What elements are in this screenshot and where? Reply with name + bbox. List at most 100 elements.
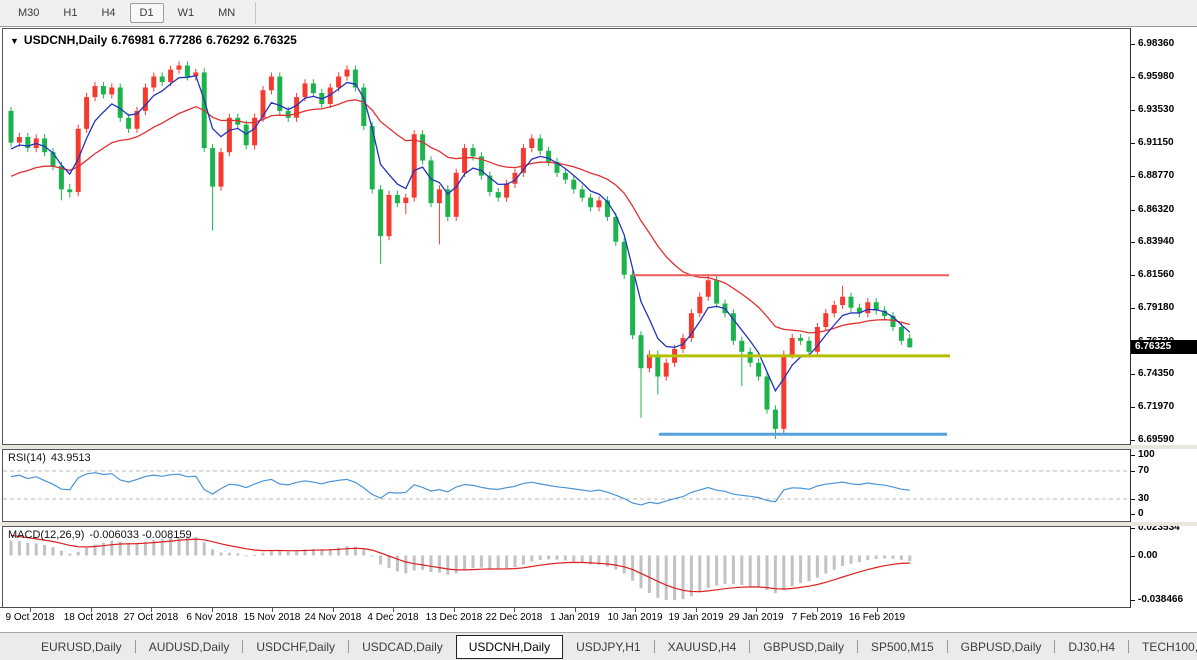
tab-separator — [1054, 640, 1056, 653]
axis-tick — [1131, 407, 1135, 408]
axis-tick — [1131, 455, 1135, 456]
chart-tab-usdjpy[interactable]: USDJPY,H1 — [576, 639, 641, 654]
axis-tick — [1131, 110, 1135, 111]
date-tick-mark — [151, 608, 152, 612]
rsi-tick-label: 100 — [1138, 449, 1155, 460]
chart-tab-usdcad[interactable]: USDCAD,Daily — [362, 639, 443, 654]
rsi-tick-label: 30 — [1138, 493, 1150, 504]
rsi-tick-label: 70 — [1138, 465, 1150, 476]
chart-tab-xauusd[interactable]: XAUUSD,H4 — [667, 639, 737, 654]
chart-tab-tech100[interactable]: TECH100,H1 — [1142, 639, 1197, 654]
timeframe-button-h1[interactable]: H1 — [63, 7, 78, 19]
timeframe-button-mn[interactable]: MN — [218, 7, 236, 19]
date-label: 27 Oct 2018 — [123, 612, 179, 623]
rsi-canvas[interactable] — [3, 450, 1129, 521]
window-splitter-rsi[interactable] — [0, 445, 1197, 449]
axis-tick — [1131, 514, 1135, 515]
tab-separator — [242, 640, 244, 653]
price-tick-label: 6.71970 — [1138, 401, 1175, 412]
rsi-value: 43.9513 — [50, 452, 91, 464]
window-splitter-macd[interactable] — [0, 522, 1197, 526]
timeframe-button-d1[interactable]: D1 — [129, 3, 164, 23]
axis-tick — [1131, 275, 1135, 276]
macd-tick-label: 0.023534 — [1138, 522, 1180, 533]
quote-low: 6.76292 — [206, 33, 250, 47]
date-label: 4 Dec 2018 — [367, 612, 419, 623]
timeframe-toolbar: M30 H1 H4 D1 W1 MN — [0, 0, 1197, 27]
toolbar-separator — [255, 2, 257, 24]
date-tick-mark — [756, 608, 757, 612]
chart-tab-usdcnh-active[interactable]: USDCNH,Daily — [455, 634, 564, 659]
axis-tick — [1131, 499, 1135, 500]
date-tick-mark — [575, 608, 576, 612]
chart-tab-audusd[interactable]: AUDUSD,Daily — [148, 639, 230, 654]
macd-canvas[interactable] — [3, 527, 1129, 607]
axis-tick — [1131, 210, 1135, 211]
quote-close: 6.76325 — [253, 33, 297, 47]
quote-high: 6.77286 — [158, 33, 203, 47]
date-label: 16 Feb 2019 — [848, 612, 906, 623]
price-tick-label: 6.91150 — [1138, 137, 1174, 148]
symbol-dropdown-icon[interactable]: ▼ — [10, 36, 19, 46]
date-label: 29 Jan 2019 — [728, 612, 784, 623]
tab-separator — [653, 640, 655, 653]
tab-separator — [749, 640, 751, 653]
price-tick-label: 6.98360 — [1138, 38, 1175, 49]
date-axis[interactable]: 9 Oct 2018 18 Oct 2018 27 Oct 2018 6 Nov 20… — [0, 608, 1197, 632]
timeframe-button-h4[interactable]: H4 — [101, 7, 116, 19]
price-tick-label: 6.83940 — [1138, 236, 1175, 247]
date-tick-mark — [272, 608, 273, 612]
price-tick-label: 6.81560 — [1138, 269, 1175, 280]
axis-tick — [1131, 440, 1135, 441]
window-border — [0, 607, 1197, 608]
rsi-tick-label: 0 — [1138, 508, 1144, 519]
axis-tick — [1131, 471, 1135, 472]
timeframe-button-m30[interactable]: M30 — [18, 7, 40, 19]
date-tick-mark — [30, 608, 31, 612]
date-label: 9 Oct 2018 — [5, 612, 55, 623]
price-tick-label: 6.79180 — [1138, 302, 1175, 313]
timeframe-buttons: M30 H1 H4 D1 W1 MN — [8, 3, 249, 23]
date-tick-mark — [696, 608, 697, 612]
date-tick-mark — [635, 608, 636, 612]
quote-open: 6.76981 — [111, 33, 155, 47]
date-label: 10 Jan 2019 — [607, 612, 663, 623]
chart-tab-gbpusd[interactable]: GBPUSD,Daily — [960, 639, 1042, 654]
chart-tab-dj30[interactable]: DJ30,H4 — [1068, 639, 1116, 654]
chart-tabs: EURUSD,Daily AUDUSD,Daily USDCHF,Daily USDC… — [28, 634, 1197, 659]
date-tick-mark — [877, 608, 878, 612]
date-tick-mark — [514, 608, 515, 612]
tab-separator — [134, 640, 136, 653]
chart-title: ▼ USDCNH,Daily 6.76981 6.77286 6.76292 6.7632… — [10, 33, 301, 47]
chart-tab-eurusd[interactable]: EURUSD,Daily — [41, 639, 122, 654]
axis-tick — [1131, 556, 1135, 557]
chart-tab-gbpusd[interactable]: GBPUSD,Daily — [763, 639, 844, 654]
price-axis[interactable] — [1130, 28, 1197, 608]
date-tick-mark — [393, 608, 394, 612]
date-tick-mark — [212, 608, 213, 612]
date-label: 7 Feb 2019 — [791, 612, 843, 623]
timeframe-button-w1[interactable]: W1 — [177, 7, 195, 19]
rsi-name: RSI(14) — [8, 452, 46, 464]
axis-tick — [1131, 374, 1135, 375]
macd-tick-label: -0.038466 — [1138, 594, 1184, 605]
date-tick-mark — [333, 608, 334, 612]
chart-tab-usdchf[interactable]: USDCHF,Daily — [256, 639, 336, 654]
price-tick-label: 6.74350 — [1138, 368, 1175, 379]
date-label: 15 Nov 2018 — [243, 612, 301, 623]
date-tick-mark — [817, 608, 818, 612]
date-label: 22 Dec 2018 — [485, 612, 543, 623]
macd-values: -0.006033 -0.008159 — [89, 529, 192, 541]
axis-tick — [1131, 77, 1135, 78]
macd-tick-label: 0.00 — [1138, 550, 1158, 561]
price-chart-canvas[interactable] — [3, 29, 1129, 444]
macd-name: MACD(12,26,9) — [8, 529, 85, 541]
date-label: 13 Dec 2018 — [425, 612, 483, 623]
date-tick-mark — [454, 608, 455, 612]
macd-indicator-label: MACD(12,26,9) -0.006033 -0.008159 — [8, 529, 197, 541]
rsi-indicator-label: RSI(14) 43.9513 — [8, 452, 96, 464]
chart-tab-sp500[interactable]: SP500,M15 — [870, 639, 934, 654]
date-tick-mark — [91, 608, 92, 612]
price-tick-label: 6.88770 — [1138, 170, 1175, 181]
